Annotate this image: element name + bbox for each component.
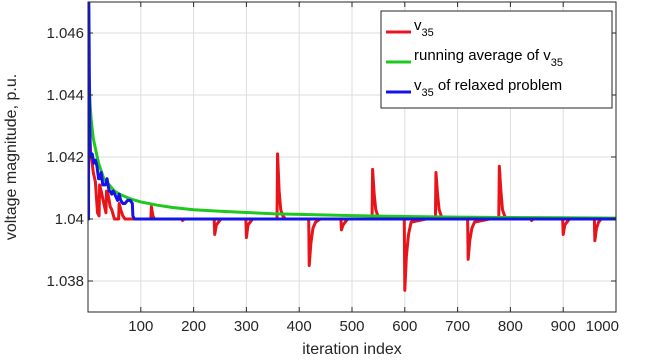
y-tick-label: 1.046 bbox=[46, 25, 84, 42]
x-tick-label: 400 bbox=[287, 318, 312, 335]
x-axis-label: iteration index bbox=[302, 341, 402, 358]
y-tick-label: 1.044 bbox=[46, 87, 84, 104]
x-tick-label: 300 bbox=[234, 318, 259, 335]
x-tick-label: 900 bbox=[551, 318, 576, 335]
y-tick-label: 1.038 bbox=[46, 273, 84, 290]
x-tick-label: 600 bbox=[392, 318, 417, 335]
x-tick-label: 1000 bbox=[586, 318, 619, 335]
y-tick-label: 1.042 bbox=[46, 149, 84, 166]
y-axis-label: voltage magnitude, p.u. bbox=[3, 74, 20, 240]
x-tick-label: 700 bbox=[445, 318, 470, 335]
x-tick-label: 200 bbox=[181, 318, 206, 335]
x-tick-label: 500 bbox=[339, 318, 364, 335]
x-tick-label: 100 bbox=[128, 318, 153, 335]
x-tick-label: 800 bbox=[498, 318, 523, 335]
y-tick-label: 1.04 bbox=[55, 211, 84, 228]
